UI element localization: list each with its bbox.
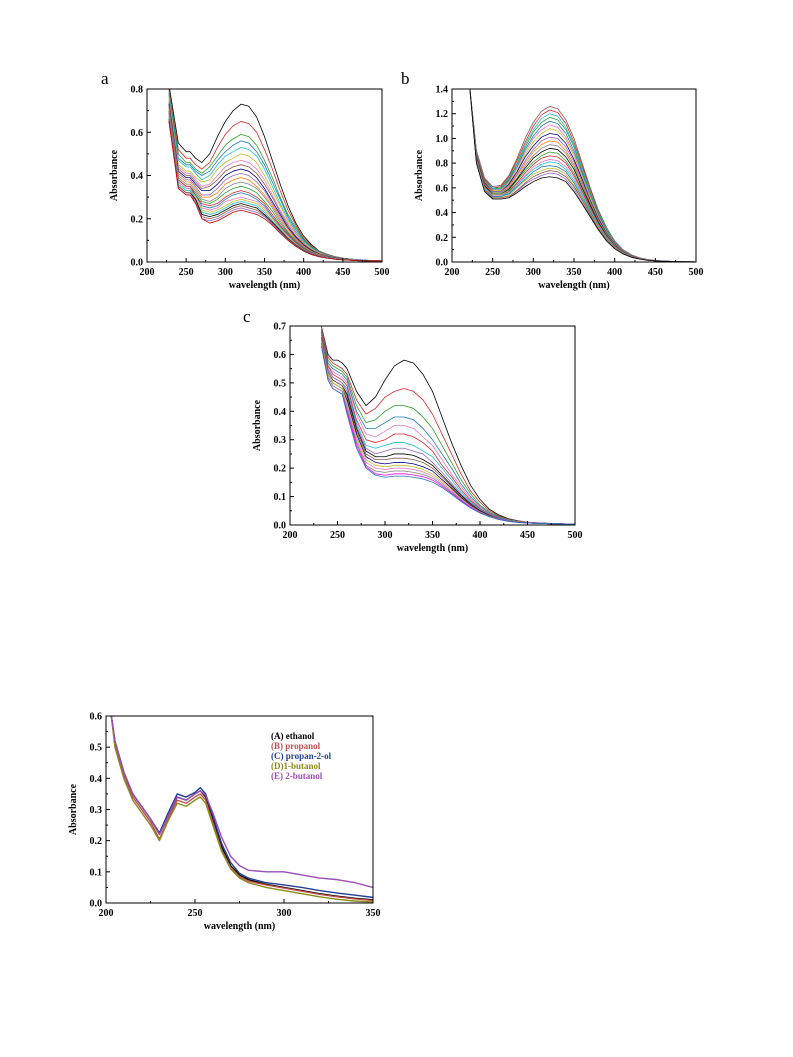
y-tick-label: 0.2	[90, 836, 103, 847]
x-tick-label: 450	[648, 267, 663, 278]
x-tick-label: 400	[296, 267, 311, 278]
y-tick-label: 0.0	[436, 258, 449, 269]
series-line-22	[168, 121, 382, 262]
panel-label-c: c	[243, 307, 251, 326]
y-axis-title: Absorbance	[109, 149, 120, 201]
y-tick-label: 0.2	[436, 233, 449, 244]
x-tick-label: 250	[179, 267, 194, 278]
x-axis-title: wavelength (nm)	[204, 921, 275, 932]
x-tick-label: 350	[425, 530, 440, 541]
y-axis-title: Absorbance	[414, 149, 425, 201]
y-tick-label: 0.1	[274, 492, 287, 503]
y-tick-label: 1.2	[436, 109, 449, 120]
y-tick-label: 0.3	[274, 435, 287, 446]
y-axis-title: Absorbance	[68, 783, 79, 835]
x-tick-label: 300	[277, 908, 292, 919]
x-tick-label: 250	[485, 267, 500, 278]
y-tick-label: 0.6	[274, 350, 287, 361]
legend-entry-5: (E) 2-butanol	[271, 771, 323, 781]
y-tick-label: 0.4	[274, 407, 287, 418]
series-group	[469, 89, 696, 262]
y-tick-label: 0.6	[436, 183, 449, 194]
y-tick-label: 0.5	[90, 743, 103, 754]
x-tick-label: 400	[473, 530, 488, 541]
y-tick-label: 0.5	[274, 378, 287, 389]
x-tick-label: 300	[218, 267, 233, 278]
x-axis-title: wavelength (nm)	[538, 280, 609, 291]
series-line-5	[110, 716, 373, 889]
panel-label-b: b	[401, 69, 410, 88]
series-group	[110, 716, 373, 903]
y-tick-label: 0.2	[274, 464, 287, 475]
y-tick-label: 1.4	[436, 85, 449, 96]
series-line-2	[110, 716, 373, 902]
x-tick-label: 400	[607, 267, 622, 278]
x-tick-label: 200	[99, 908, 114, 919]
y-tick-label: 1.0	[436, 134, 449, 145]
y-tick-label: 0.0	[131, 258, 144, 269]
series-line-4	[110, 716, 373, 903]
x-tick-label: 250	[330, 530, 345, 541]
x-tick-label: 500	[375, 267, 390, 278]
y-tick-label: 0.1	[90, 867, 103, 878]
y-tick-label: 0.2	[131, 214, 144, 225]
legend-entry-1: (A) ethanol	[271, 731, 315, 741]
x-tick-label: 200	[445, 267, 460, 278]
x-tick-label: 350	[366, 908, 381, 919]
series-line-16	[320, 345, 575, 525]
series-line-21	[469, 89, 696, 262]
legend-entry-2: (B) propanol	[271, 741, 321, 751]
x-tick-label: 300	[378, 530, 393, 541]
y-axis-title: Absorbance	[252, 399, 263, 451]
legend-entry-3: (C) propan-2-ol	[271, 751, 332, 761]
x-tick-label: 350	[567, 267, 582, 278]
y-tick-label: 0.6	[131, 128, 144, 139]
series-group	[320, 326, 575, 525]
x-axis-title: wavelength (nm)	[229, 280, 300, 291]
y-tick-label: 0.3	[90, 805, 103, 816]
x-tick-label: 500	[568, 530, 583, 541]
x-tick-label: 250	[188, 908, 203, 919]
y-tick-label: 0.8	[436, 159, 449, 170]
y-tick-label: 0.4	[90, 774, 103, 785]
y-tick-label: 0.6	[90, 712, 103, 723]
x-tick-label: 500	[689, 267, 704, 278]
x-tick-label: 450	[520, 530, 535, 541]
series-line-3	[110, 716, 373, 899]
x-axis-title: wavelength (nm)	[397, 543, 468, 554]
x-tick-label: 200	[140, 267, 155, 278]
panel-label-a: a	[101, 69, 109, 88]
x-tick-label: 300	[526, 267, 541, 278]
y-tick-label: 0.0	[90, 899, 103, 910]
y-tick-label: 0.7	[274, 322, 287, 333]
series-line-1	[110, 716, 373, 901]
legend-entry-4: (D)1-butanol	[271, 761, 321, 771]
series-group	[168, 89, 382, 262]
y-tick-label: 0.0	[274, 521, 287, 532]
x-tick-label: 350	[257, 267, 272, 278]
y-tick-label: 0.4	[436, 208, 449, 219]
x-tick-label: 200	[283, 530, 298, 541]
y-tick-label: 0.4	[131, 171, 144, 182]
x-tick-label: 450	[335, 267, 350, 278]
y-tick-label: 0.8	[131, 85, 144, 96]
